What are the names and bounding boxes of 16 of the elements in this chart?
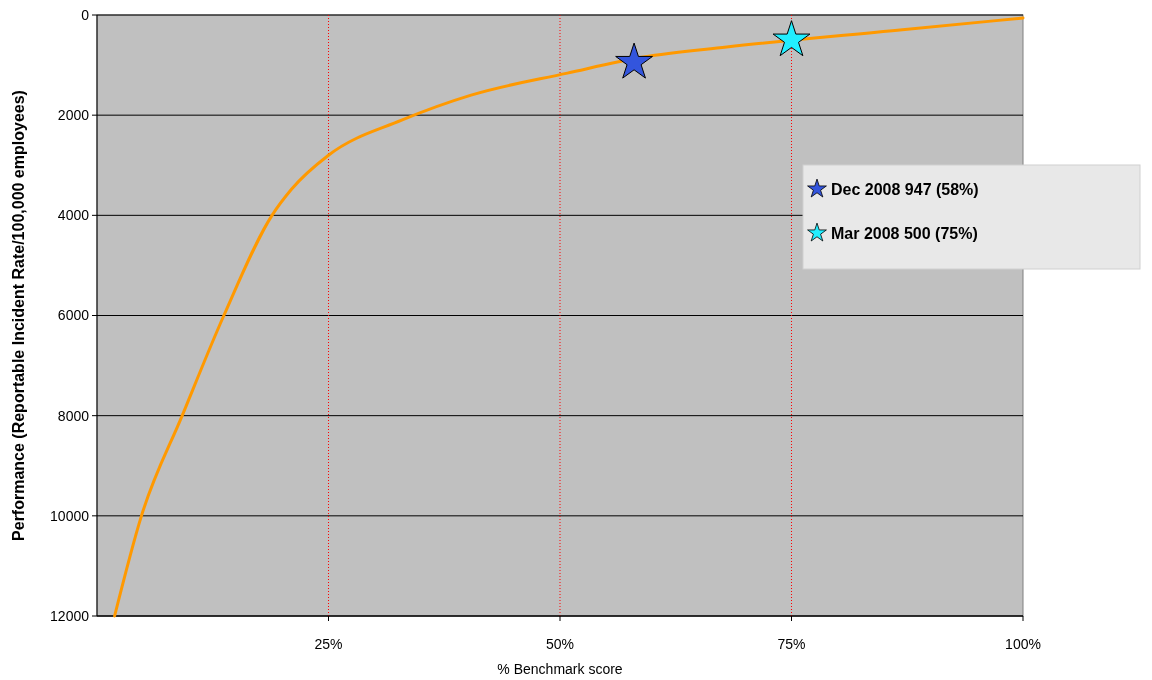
legend-label: Mar 2008 500 (75%) (831, 224, 978, 242)
y-tick-label: 8000 (57, 407, 90, 424)
x-tick-label: 25% (314, 636, 343, 652)
x-tick-label: 50% (545, 636, 575, 652)
y-tick-label: 6000 (57, 307, 90, 324)
legend-label: Dec 2008 947 (58%) (831, 180, 979, 198)
y-tick-label: 4000 (57, 207, 90, 224)
x-tick-label: 75% (777, 636, 806, 652)
y-axis-title: Performance (Reportable Incident Rate/100,000 employees) (10, 90, 27, 541)
line-series (113, 16, 1025, 618)
y-tick-label: 0 (81, 6, 90, 23)
y-tick-label: 2000 (57, 107, 90, 124)
y-tick-label: 12000 (50, 607, 90, 624)
y-tick-label: 10000 (50, 507, 90, 524)
x-tick-label: 100% (1005, 636, 1041, 652)
x-axis-title: % Benchmark score (497, 661, 623, 677)
